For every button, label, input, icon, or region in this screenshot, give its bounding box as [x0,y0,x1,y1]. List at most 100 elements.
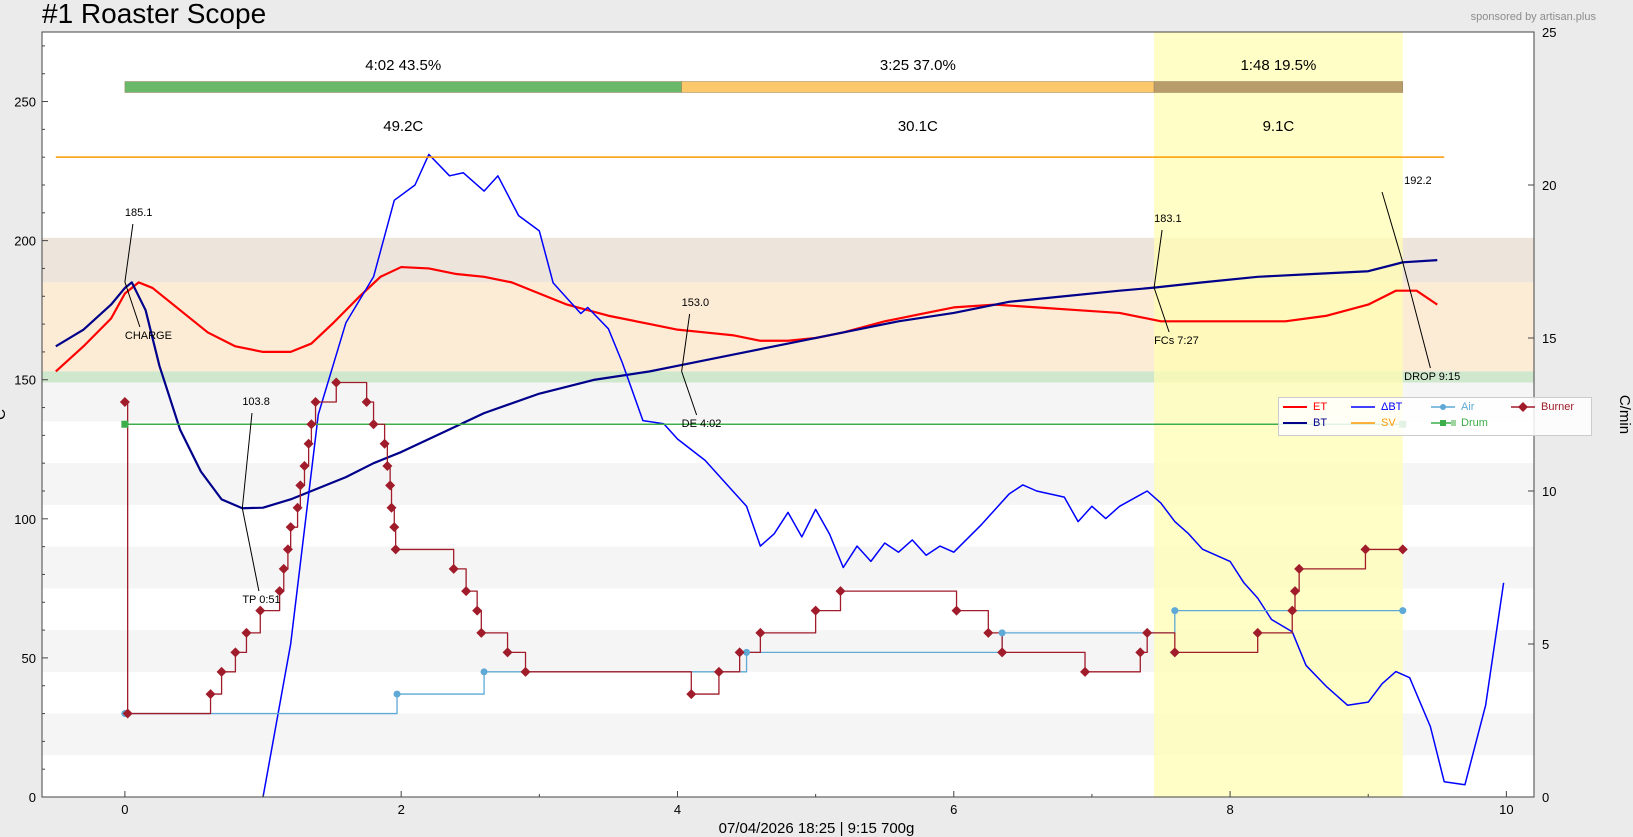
legend-label: ΔBT [1381,401,1403,413]
burner-point [997,647,1008,658]
event-annotations: 185.1 CHARGE 103.8 TP 0:51 153.0 DE 4:02 183.1… [124,175,1460,606]
burner-point [835,586,846,597]
phase-delta-label: 30.1C [898,118,938,135]
legend-item-bt: BT [1281,417,1327,429]
legend-line-icon [1283,406,1307,408]
series-line-bt [262,153,1505,798]
x-tick-label: 4 [674,802,681,817]
burner-point [241,627,252,638]
y2-axis-label: C/min [1616,395,1633,434]
y2-tick-label: 0 [1542,790,1549,805]
burner-point [448,563,459,574]
y2-tick-label: 20 [1542,178,1556,193]
annotation-value: 185.1 [125,207,153,219]
legend-line-icon [1351,422,1375,424]
burner-point [122,708,133,719]
burner-point [1397,544,1408,555]
legend-label: Burner [1541,401,1575,413]
air-point [1399,607,1407,615]
y-tick-label: 200 [14,234,36,249]
y-tick-label: 100 [14,512,36,527]
burner-point [1290,586,1301,597]
burner-point [713,666,724,677]
x-tick-label: 0 [121,802,128,817]
y-tick-label: 50 [22,651,36,666]
annotation-leader [241,508,260,592]
annotation-leader [1153,287,1170,333]
burner-point [303,438,314,449]
burner-point [386,502,397,513]
annotation-value: 183.1 [1154,213,1182,225]
annotation-leader [1153,229,1163,288]
burner-point [1360,544,1371,555]
legend-line-icon [1351,406,1375,408]
x-tick-label: 10 [1499,802,1513,817]
legend-square-icon [1431,420,1456,426]
burner-point [299,460,310,471]
burner-point [278,563,289,574]
legend-item-drum: Drum [1429,417,1488,429]
air-point [743,648,751,656]
burner-point [216,666,227,677]
x-tick-label: 2 [398,802,405,817]
series-line-et [55,265,1438,373]
burner-point [368,419,379,430]
legend-item-air: Air [1429,401,1474,413]
y-tick-label: 150 [14,373,36,388]
burner-point [951,605,962,616]
burner-point [810,605,821,616]
annotation-event: FCs 7:27 [1154,335,1199,347]
legend-item-et: ET [1281,401,1327,413]
burner-point [476,627,487,638]
annotation-event: DROP 9:15 [1404,371,1460,383]
burner-point [390,544,401,555]
burner-point [230,647,241,658]
burner-point [983,627,994,638]
page-title: #1 Roaster Scope [42,0,267,29]
phase-bar [681,81,1155,93]
annotation-leader [124,281,141,328]
phase-time-label: 4:02 43.5% [365,57,441,74]
phase-delta-label: 49.2C [383,118,423,135]
phase-time-label: 1:48 19.5% [1240,57,1316,74]
annotation-value: 153.0 [682,297,710,309]
air-point [1171,607,1179,615]
burner-point [1169,647,1180,658]
x-tick-label: 8 [1226,802,1233,817]
y-tick-label: 250 [14,95,36,110]
phase-bar [124,81,682,93]
burner-point [274,586,285,597]
annotation-leader [124,223,134,283]
legend-label: SV [1381,417,1396,429]
annotation-event: CHARGE [125,330,172,342]
burner-point [282,544,293,555]
y-tick-label: 0 [29,790,36,805]
burner-point [686,689,697,700]
annotation-leader [1381,191,1404,263]
legend-label: Air [1461,401,1475,413]
burner-point [1080,666,1091,677]
burner-point [306,419,317,430]
legend-dot-icon [1431,404,1455,410]
annotation-event: DE 4:02 [682,418,722,430]
annotation-event: TP 0:51 [242,594,280,606]
annotation-leader [1402,262,1431,369]
roast-info: 07/04/2026 18:25 | 9:15 700g [718,820,915,837]
air-point [393,690,401,698]
burner-point [385,480,396,491]
burner-point [119,396,130,407]
x-tick-label: 6 [950,802,957,817]
burner-point [331,377,342,388]
sponsor-text: sponsored by artisan.plus [1470,11,1596,23]
burner-point [502,647,513,658]
legend-line-icon [1283,422,1307,424]
burner-point [205,689,216,700]
annotation-leader [241,412,253,509]
y2-tick-label: 25 [1542,25,1556,40]
phase-bar [1153,81,1404,93]
y2-tick-label: 5 [1542,637,1549,652]
burner-point [310,396,321,407]
burner-point [292,502,303,513]
burner-point [255,605,266,616]
burner-point [734,647,745,658]
